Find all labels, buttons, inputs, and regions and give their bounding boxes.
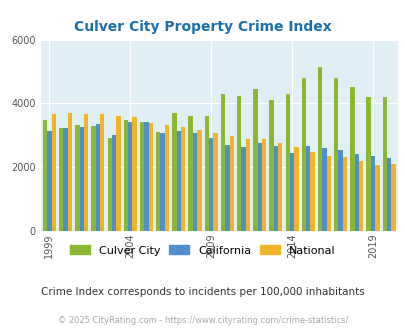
- Bar: [261, 140, 266, 231]
- Bar: [192, 133, 197, 231]
- Bar: [289, 153, 294, 231]
- Bar: [107, 138, 112, 231]
- Bar: [140, 122, 144, 231]
- Bar: [75, 125, 79, 231]
- Bar: [245, 139, 249, 231]
- Bar: [116, 116, 120, 231]
- Bar: [365, 97, 370, 231]
- Bar: [188, 116, 192, 231]
- Bar: [213, 133, 217, 231]
- Bar: [285, 94, 289, 231]
- Bar: [209, 138, 213, 231]
- Bar: [172, 113, 176, 231]
- Bar: [305, 147, 310, 231]
- Bar: [148, 123, 153, 231]
- Bar: [386, 158, 390, 231]
- Legend: Culver City, California, National: Culver City, California, National: [66, 241, 339, 260]
- Text: Culver City Property Crime Index: Culver City Property Crime Index: [74, 20, 331, 34]
- Bar: [144, 122, 148, 231]
- Bar: [128, 122, 132, 231]
- Bar: [358, 161, 362, 231]
- Bar: [164, 125, 169, 231]
- Text: © 2025 CityRating.com - https://www.cityrating.com/crime-statistics/: © 2025 CityRating.com - https://www.city…: [58, 315, 347, 325]
- Bar: [257, 143, 261, 231]
- Bar: [338, 150, 342, 231]
- Bar: [132, 117, 136, 231]
- Bar: [294, 147, 298, 231]
- Bar: [43, 120, 47, 231]
- Bar: [269, 100, 273, 231]
- Bar: [333, 78, 338, 231]
- Bar: [91, 126, 96, 231]
- Bar: [160, 133, 164, 231]
- Bar: [241, 148, 245, 231]
- Bar: [354, 154, 358, 231]
- Bar: [68, 113, 72, 231]
- Bar: [252, 89, 257, 231]
- Bar: [96, 124, 100, 231]
- Bar: [156, 132, 160, 231]
- Bar: [326, 156, 330, 231]
- Bar: [47, 131, 51, 231]
- Bar: [220, 94, 225, 231]
- Bar: [59, 128, 63, 231]
- Bar: [181, 127, 185, 231]
- Bar: [84, 114, 88, 231]
- Bar: [273, 146, 277, 231]
- Bar: [370, 156, 374, 231]
- Bar: [374, 165, 379, 231]
- Bar: [176, 131, 181, 231]
- Bar: [63, 128, 68, 231]
- Bar: [197, 130, 201, 231]
- Bar: [382, 97, 386, 231]
- Bar: [100, 114, 104, 231]
- Bar: [225, 145, 229, 231]
- Bar: [277, 143, 282, 231]
- Bar: [342, 157, 346, 231]
- Bar: [301, 78, 305, 231]
- Bar: [124, 120, 128, 231]
- Bar: [310, 151, 314, 231]
- Bar: [112, 135, 116, 231]
- Text: Crime Index corresponds to incidents per 100,000 inhabitants: Crime Index corresponds to incidents per…: [41, 287, 364, 297]
- Bar: [390, 164, 395, 231]
- Bar: [322, 148, 326, 231]
- Bar: [317, 67, 322, 231]
- Bar: [79, 127, 84, 231]
- Bar: [51, 114, 56, 231]
- Bar: [237, 96, 241, 231]
- Bar: [350, 87, 354, 231]
- Bar: [204, 115, 209, 231]
- Bar: [229, 136, 233, 231]
